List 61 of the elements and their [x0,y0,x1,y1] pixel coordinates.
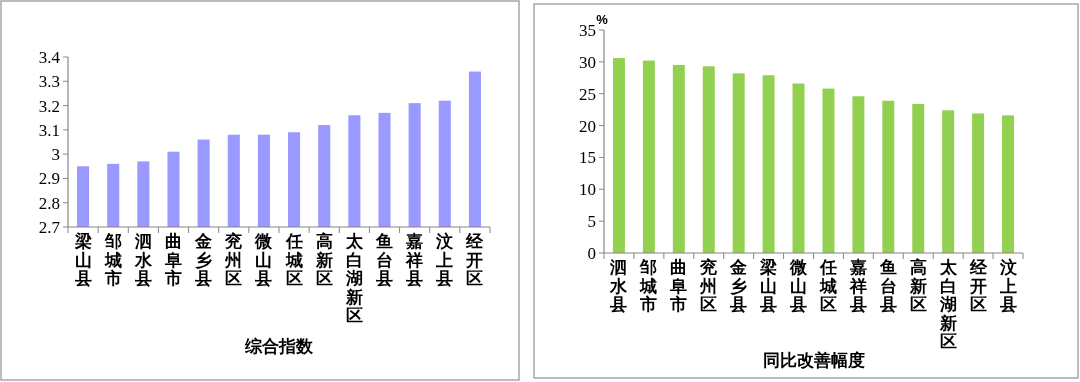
x-axis-title: 综合指数 [244,337,314,356]
x-tick-label: 邹城市 [103,232,122,288]
x-tick-label: 金乡县 [194,232,213,288]
x-tick-label: 邹城市 [639,258,658,314]
x-tick-label: 微山县 [254,232,274,288]
x-tick-label: 嘉祥县 [848,258,867,314]
y-tick-label: 15 [579,148,596,168]
y-tick-label: 35 [579,21,596,40]
bar [822,88,835,253]
y-tick-label: 10 [579,180,596,200]
x-tick-label: 任城区 [284,232,303,288]
x-tick-label: 泗水县 [609,258,629,314]
x-tick-label: 微山县 [789,258,809,314]
y-tick-label: 5 [587,212,596,232]
x-tick-label: 泗水县 [133,232,153,288]
x-tick-label: 鱼台县 [375,232,393,288]
x-tick-label: 兖州区 [224,232,243,288]
bar [942,110,955,253]
x-tick-label: 兖州区 [699,258,718,314]
bar [672,65,685,253]
x-tick-label: 汶上县 [435,232,455,288]
x-tick-label: 鱼台县 [878,258,897,314]
y-tick-label: 2.7 [38,218,61,237]
y-tick-label: 0 [587,244,596,263]
x-tick-label: 金乡县 [729,258,748,314]
bar [882,100,895,253]
y-tick-label: 3.4 [38,48,61,67]
bar [912,103,925,253]
bar [612,58,625,253]
x-tick-label: 高新区 [314,232,333,288]
y-tick-label: 3.1 [38,120,60,140]
x-tick-label: 经开区 [968,258,988,314]
x-tick-label: 高新区 [908,258,927,314]
bar [1002,115,1015,253]
bar [762,75,775,253]
y-tick-label: 30 [579,52,596,72]
y-tick-label: 3 [51,145,60,165]
x-tick-label: 任城区 [818,258,837,314]
bar [852,96,865,253]
bar [972,113,985,253]
bar [732,73,745,253]
bar [792,83,805,253]
x-tick-label: 太白湖新区 [344,232,364,325]
y-tick-label: 3.3 [38,72,60,92]
bar [702,66,715,253]
x-tick-label: 梁山县 [759,258,778,314]
x-tick-label: 汶上县 [998,258,1018,314]
x-tick-label: 梁山县 [73,232,92,288]
y-tick-label: 20 [579,116,596,136]
x-tick-label: 曲阜市 [669,258,688,314]
y-tick-label: 2.9 [38,169,60,189]
x-tick-label: 曲阜市 [164,232,182,288]
x-tick-label: 嘉祥县 [405,232,424,288]
x-tick-label: 太白湖新区 [938,258,958,351]
bar [642,60,655,253]
y-tick-label: 3.2 [38,96,60,116]
y-tick-label: 2.8 [38,193,60,213]
y-axis-title: % [596,12,609,27]
y-tick-label: 25 [579,84,596,104]
x-tick-label: 经开区 [465,232,485,288]
x-axis-title: 同比改善幅度 [762,350,865,370]
